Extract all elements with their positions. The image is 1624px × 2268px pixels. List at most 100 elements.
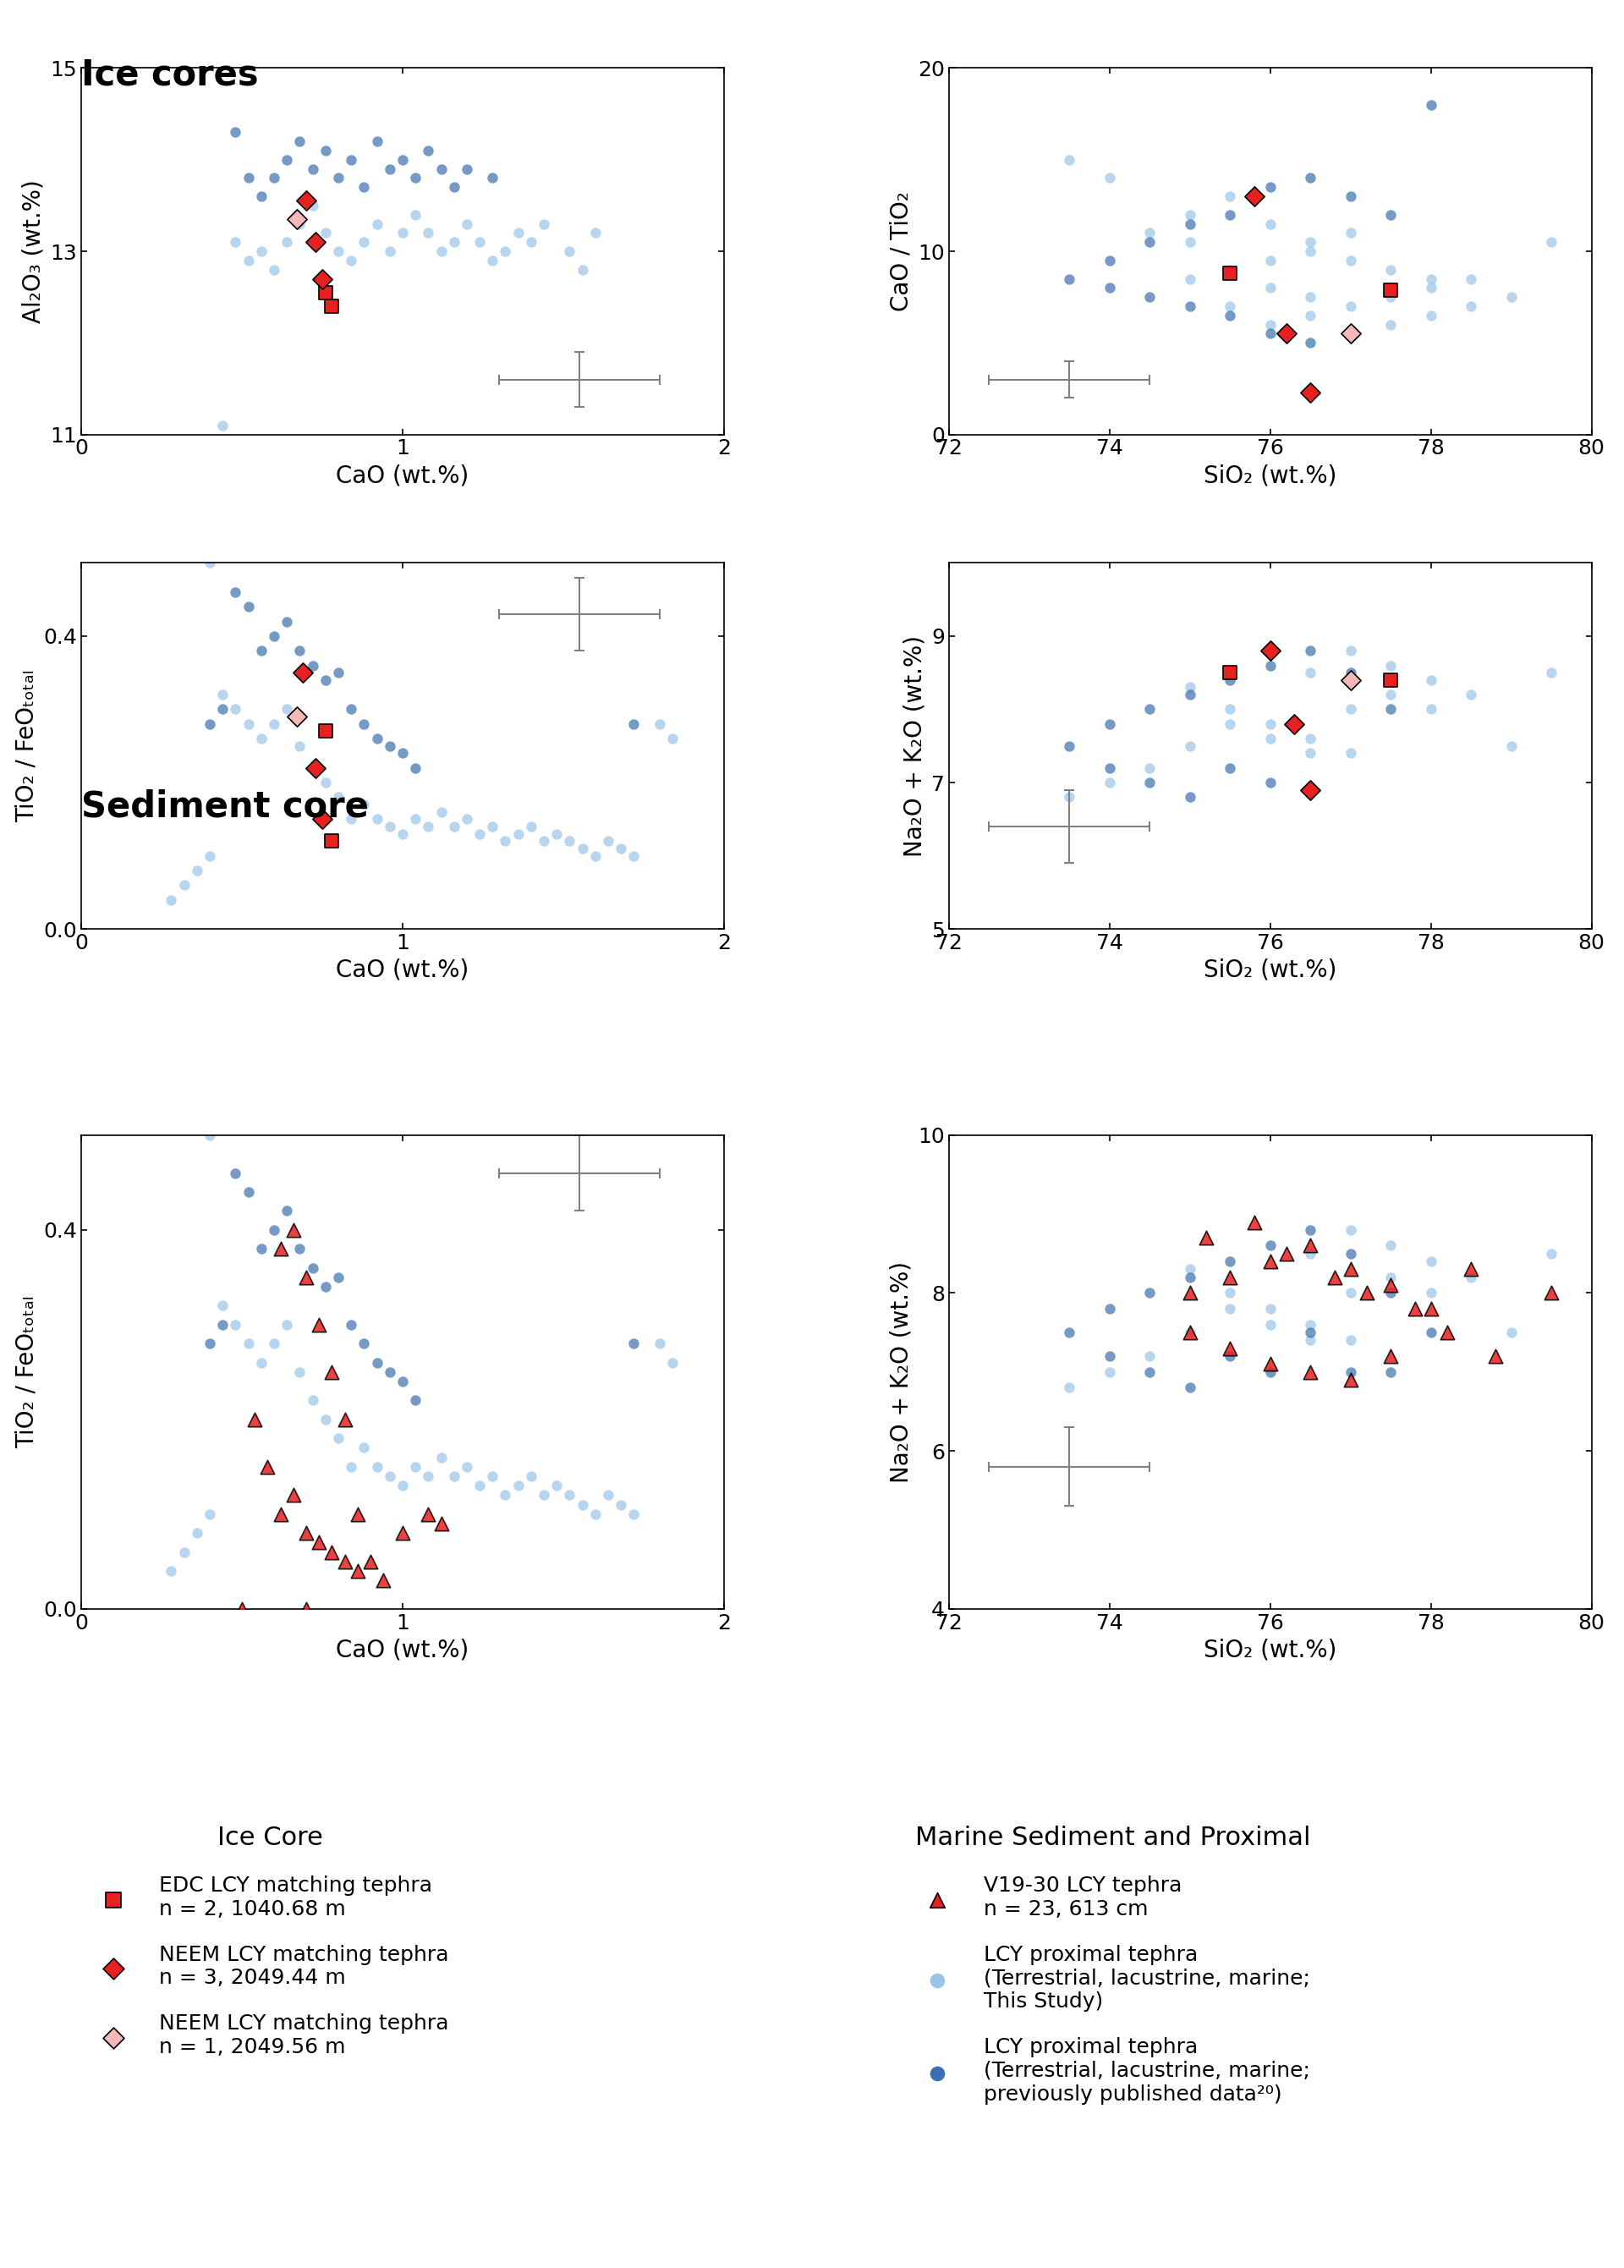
Point — [1096, 751, 1122, 787]
Point — [620, 1497, 646, 1533]
Point — [309, 801, 335, 837]
Point — [429, 1506, 455, 1542]
Point — [377, 1458, 403, 1495]
Point — [1137, 225, 1163, 261]
Point — [1216, 1275, 1242, 1311]
Point — [1216, 662, 1242, 699]
Point — [1056, 780, 1082, 816]
Point — [312, 132, 338, 168]
Point — [318, 1533, 344, 1569]
Point — [261, 1325, 287, 1361]
Point — [1056, 1315, 1082, 1352]
Point — [268, 1497, 294, 1533]
Y-axis label: TiO₂ / FeOₜₒₜₐₗ: TiO₂ / FeOₜₒₜₐₗ — [15, 1295, 39, 1449]
Point — [442, 807, 468, 844]
Point — [1377, 1354, 1403, 1390]
Point — [312, 764, 338, 801]
Point — [1257, 1243, 1283, 1279]
Point — [325, 159, 351, 195]
Point — [357, 1542, 383, 1579]
Point — [1241, 1204, 1267, 1241]
Point — [1298, 1236, 1324, 1272]
Point — [620, 705, 646, 742]
Point — [222, 113, 248, 150]
Point — [429, 150, 455, 186]
Point — [351, 1325, 377, 1361]
Point — [1338, 633, 1364, 669]
Point — [312, 215, 338, 252]
Point — [570, 252, 596, 288]
X-axis label: CaO (wt.%): CaO (wt.%) — [336, 463, 469, 488]
Point — [312, 712, 338, 748]
Point — [1377, 272, 1403, 308]
Y-axis label: Al₂O₃ (wt.%): Al₂O₃ (wt.%) — [21, 179, 45, 322]
Point — [1281, 705, 1307, 742]
Point — [351, 225, 377, 261]
Point — [1377, 252, 1403, 288]
Y-axis label: CaO / TiO₂: CaO / TiO₂ — [890, 191, 913, 311]
Point — [1257, 306, 1283, 342]
Point — [248, 234, 274, 270]
Point — [248, 179, 274, 215]
Point — [318, 288, 344, 324]
Point — [1499, 279, 1525, 315]
Point — [531, 1476, 557, 1513]
Point — [1298, 159, 1324, 195]
Point — [312, 1268, 338, 1304]
Point — [351, 1429, 377, 1465]
Point — [1338, 243, 1364, 279]
Point — [1273, 315, 1299, 352]
Point — [184, 1515, 209, 1551]
Point — [1377, 676, 1403, 712]
Point — [184, 853, 209, 889]
Point — [287, 1354, 313, 1390]
Point — [1499, 728, 1525, 764]
Point — [403, 1381, 429, 1418]
Point — [229, 1590, 255, 1626]
Point — [274, 1193, 300, 1229]
Point — [325, 780, 351, 816]
Point — [1096, 1290, 1122, 1327]
Point — [1257, 170, 1283, 206]
Text: Ice cores: Ice cores — [81, 57, 258, 93]
Point — [1257, 633, 1283, 669]
Point — [1418, 692, 1444, 728]
Point — [1177, 1252, 1203, 1288]
Point — [1216, 1243, 1242, 1279]
Point — [1194, 1220, 1220, 1256]
Point — [1216, 252, 1242, 288]
Point — [287, 1232, 313, 1268]
Point — [338, 1306, 364, 1343]
Point — [453, 150, 479, 186]
Point — [351, 787, 377, 823]
Point — [377, 728, 403, 764]
Point — [274, 225, 300, 261]
Point — [377, 150, 403, 186]
Point — [659, 1345, 685, 1381]
Point — [1216, 692, 1242, 728]
Point — [197, 1118, 222, 1154]
Point — [284, 202, 310, 238]
Point — [1338, 1211, 1364, 1247]
Point — [1177, 225, 1203, 261]
Point — [338, 1449, 364, 1486]
Point — [1338, 692, 1364, 728]
Point — [1177, 1370, 1203, 1406]
X-axis label: SiO₂ (wt.%): SiO₂ (wt.%) — [1203, 1637, 1337, 1662]
Point — [646, 705, 672, 742]
Point — [1338, 735, 1364, 771]
Point — [1418, 297, 1444, 333]
Point — [466, 1467, 492, 1504]
Point — [1338, 1354, 1364, 1390]
Point — [171, 866, 197, 903]
Point — [505, 215, 531, 252]
Point — [1257, 1306, 1283, 1343]
Point — [1298, 721, 1324, 758]
Point — [209, 676, 235, 712]
Point — [531, 206, 557, 243]
Point — [453, 206, 479, 243]
Point — [1298, 633, 1324, 669]
Point — [248, 721, 274, 758]
Point — [1458, 288, 1484, 324]
Point — [1056, 261, 1082, 297]
